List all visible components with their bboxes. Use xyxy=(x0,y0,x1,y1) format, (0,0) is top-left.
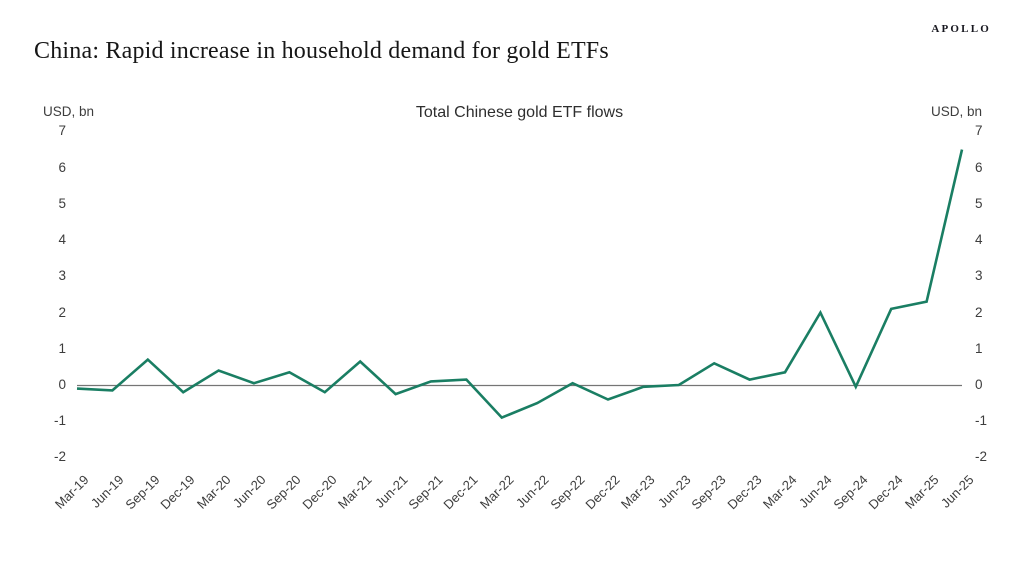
y-tick-label-left: 2 xyxy=(58,304,66,320)
y-tick-label-right: 1 xyxy=(975,340,983,356)
y-tick-label-right: 0 xyxy=(975,377,983,392)
y-tick-label-left: 6 xyxy=(58,159,66,175)
y-tick-label-left: 7 xyxy=(58,123,66,139)
y-axis-unit-right: USD, bn xyxy=(931,104,983,119)
y-tick-label-right: -1 xyxy=(975,413,988,429)
y-tick-label-left: 4 xyxy=(58,232,66,248)
y-tick-label-right: -2 xyxy=(975,449,988,465)
gold-etf-flows-line xyxy=(76,149,964,420)
y-tick-label-left: 0 xyxy=(58,377,66,392)
y-tick-label-left: 3 xyxy=(58,268,66,284)
y-tick-label-left: -1 xyxy=(53,413,66,429)
apollo-logo: APOLLO xyxy=(931,23,991,35)
y-tick-label-right: 5 xyxy=(975,195,983,211)
chart-title: Total Chinese gold ETF flows xyxy=(415,104,624,121)
y-tick-label-right: 4 xyxy=(975,232,983,248)
page-title: China: Rapid increase in household deman… xyxy=(34,38,609,64)
y-tick-label-right: 6 xyxy=(975,159,983,175)
y-tick-label-right: 3 xyxy=(975,268,983,284)
y-tick-label-left: 1 xyxy=(58,340,66,356)
y-axis-unit-left: USD, bn xyxy=(43,104,95,119)
y-tick-label-right: 2 xyxy=(975,304,983,320)
y-tick-label-right: 7 xyxy=(975,123,983,139)
y-tick-label-left: -2 xyxy=(53,449,66,465)
y-tick-label-left: 5 xyxy=(58,195,66,211)
